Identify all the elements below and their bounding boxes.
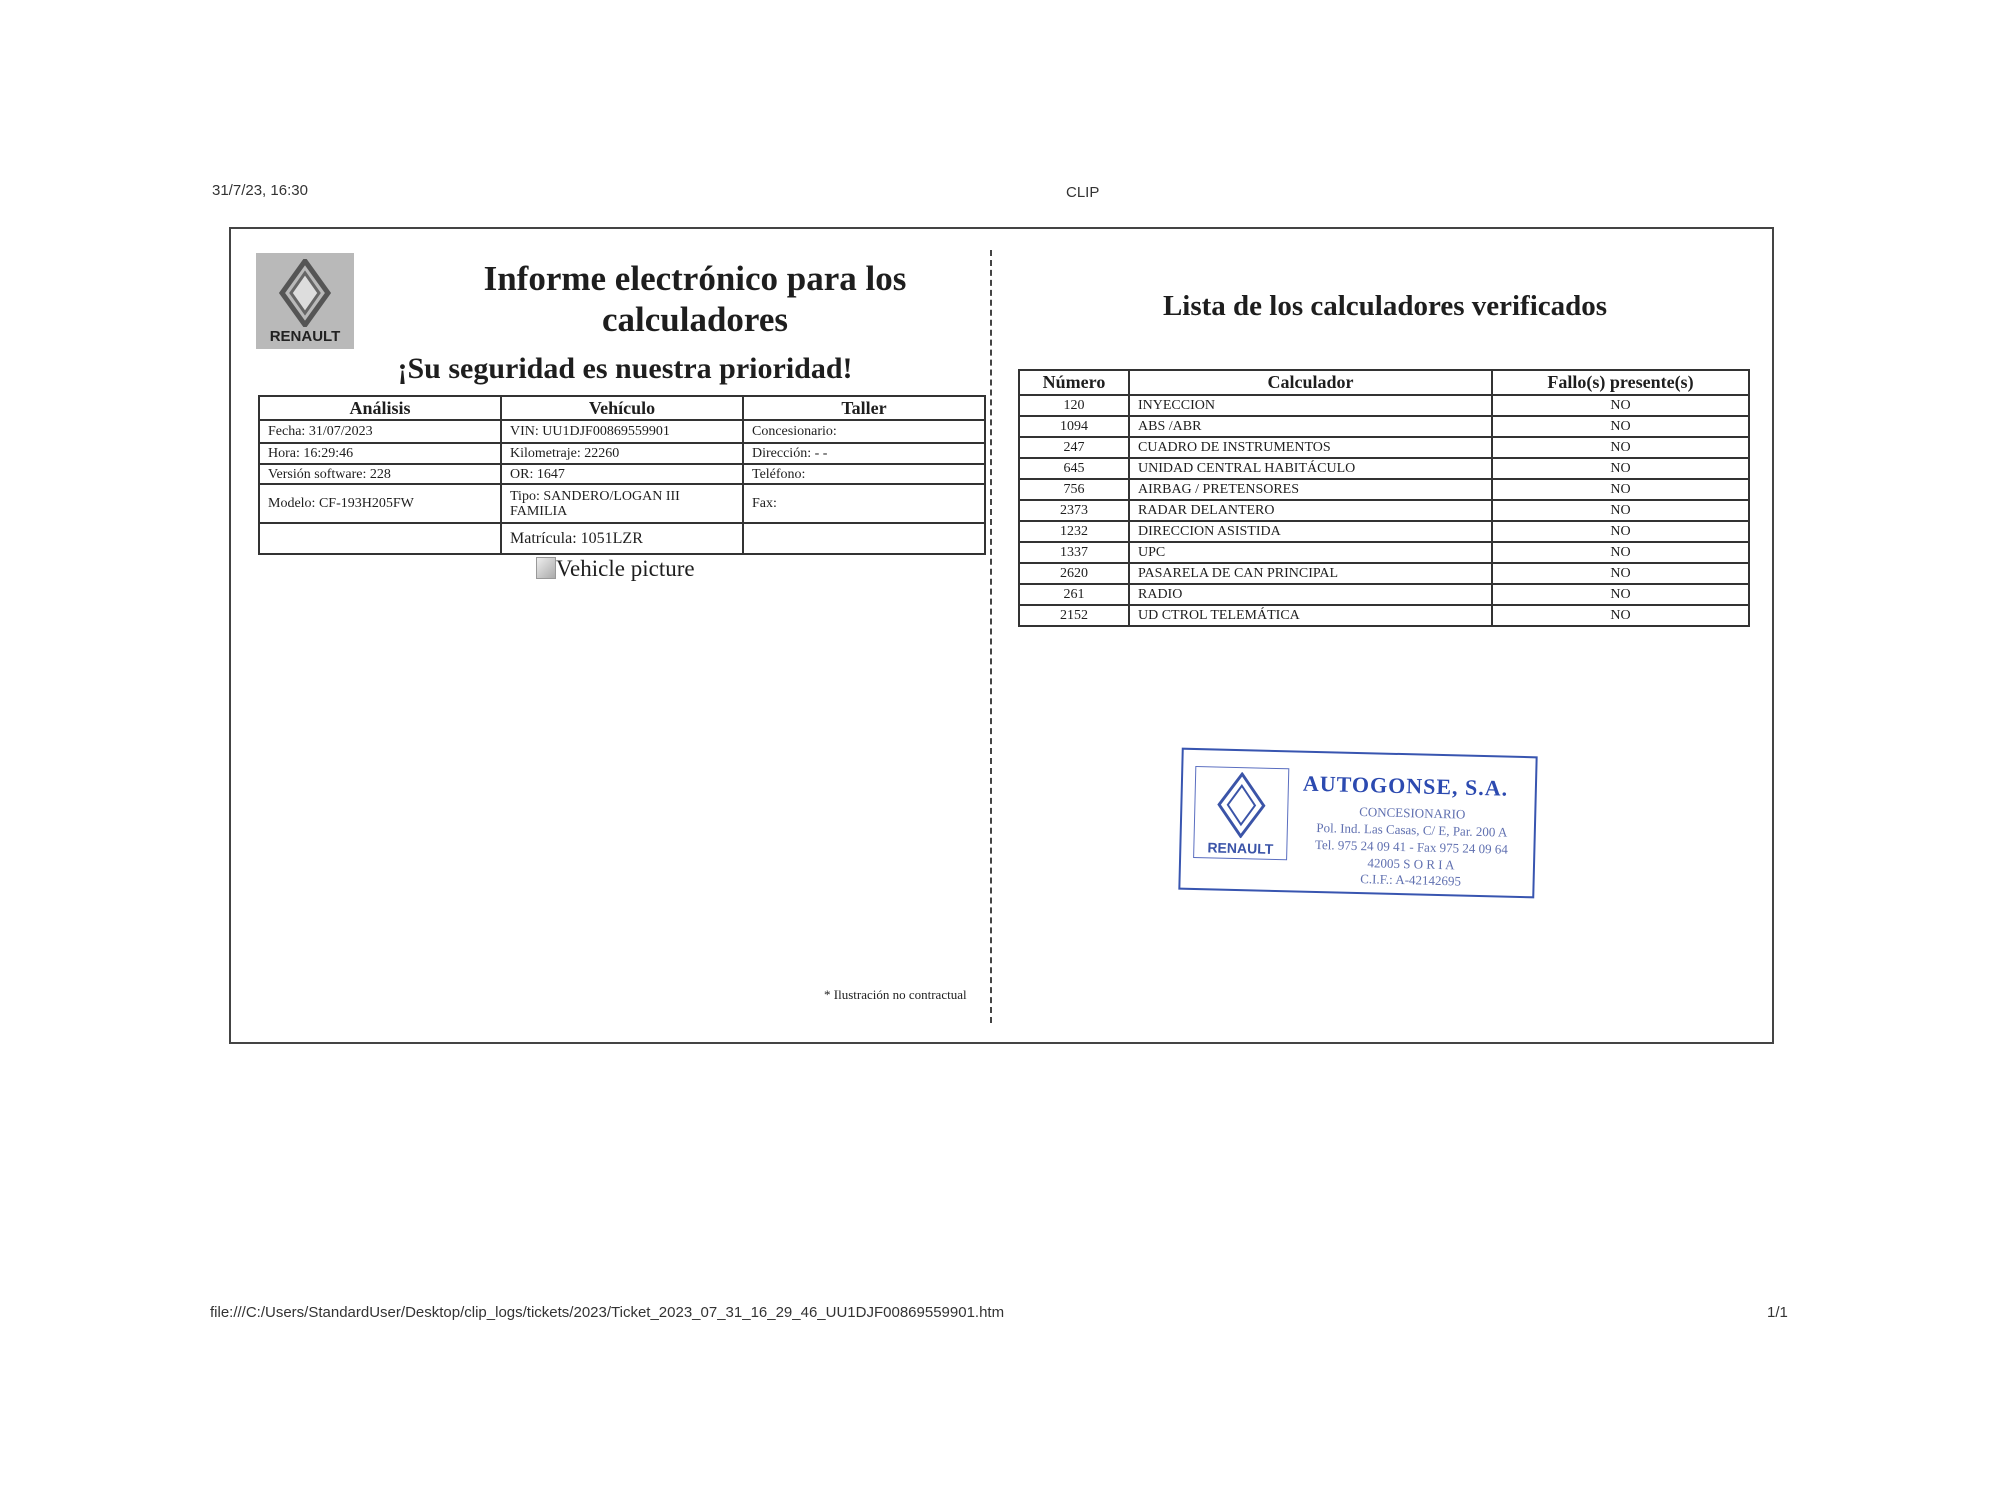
cell-fallo: NO: [1491, 583, 1750, 606]
cell: Modelo: CF-193H205FW: [258, 483, 502, 524]
cell-calculador: PASARELA DE CAN PRINCIPAL: [1128, 562, 1493, 585]
report-title: Informe electrónico para los calculadore…: [483, 259, 907, 339]
cell: Fax:: [742, 483, 986, 524]
cell: Kilometraje: 22260: [500, 442, 744, 465]
calculators-title: Lista de los calculadores verificados: [1162, 290, 1608, 322]
table-row: 2373 RADAR DELANTERO NO: [1018, 499, 1750, 522]
cell-fallo: NO: [1491, 541, 1750, 564]
cell-calculador: INYECCION: [1128, 394, 1493, 417]
vehicle-picture: Vehicle picture: [536, 556, 695, 582]
cell-fallo: NO: [1491, 394, 1750, 417]
cell-fallo: NO: [1491, 499, 1750, 522]
table-row: 756 AIRBAG / PRETENSORES NO: [1018, 478, 1750, 501]
cell-numero: 2620: [1018, 562, 1130, 585]
stamp-renault-logo: RENAULT: [1193, 766, 1290, 861]
table-row: Fecha: 31/07/2023 VIN: UU1DJF00869559901…: [258, 419, 986, 444]
broken-image-icon: [536, 557, 556, 579]
cell-fallo: NO: [1491, 415, 1750, 438]
cell-calculador: AIRBAG / PRETENSORES: [1128, 478, 1493, 501]
table-row: 2620 PASARELA DE CAN PRINCIPAL NO: [1018, 562, 1750, 585]
cell-numero: 756: [1018, 478, 1130, 501]
cell-calculador: CUADRO DE INSTRUMENTOS: [1128, 436, 1493, 459]
table-row: Modelo: CF-193H205FW Tipo: SANDERO/LOGAN…: [258, 483, 986, 524]
report-subtitle: ¡Su seguridad es nuestra prioridad!: [397, 352, 853, 385]
cell-calculador: RADIO: [1128, 583, 1493, 606]
cell: Tipo: SANDERO/LOGAN III FAMILIA: [500, 483, 744, 524]
cell-numero: 1232: [1018, 520, 1130, 543]
cell: [258, 522, 502, 555]
cell-numero: 1337: [1018, 541, 1130, 564]
header-calculador: Calculador: [1128, 369, 1493, 396]
logo-text: RENAULT: [269, 328, 341, 345]
cell-numero: 2373: [1018, 499, 1130, 522]
header-vehiculo: Vehículo: [500, 395, 744, 421]
cell-fallo: NO: [1491, 457, 1750, 480]
footnote: * Ilustración no contractual: [824, 987, 967, 1002]
table-row: 1232 DIRECCION ASISTIDA NO: [1018, 520, 1750, 543]
table-row: 120 INYECCION NO: [1018, 394, 1750, 417]
table-header-row: Número Calculador Fallo(s) presente(s): [1018, 369, 1750, 396]
cell: Hora: 16:29:46: [258, 442, 502, 465]
table-row: 261 RADIO NO: [1018, 583, 1750, 606]
header-taller: Taller: [742, 395, 986, 421]
cell-calculador: DIRECCION ASISTIDA: [1128, 520, 1493, 543]
cell: OR: 1647: [500, 463, 744, 485]
cell-numero: 1094: [1018, 415, 1130, 438]
stamp-name: AUTOGONSE, S.A.: [1302, 770, 1509, 801]
table-row: Hora: 16:29:46 Kilometraje: 22260 Direcc…: [258, 442, 986, 465]
print-datetime: 31/7/23, 16:30: [212, 182, 308, 199]
cell: Dirección: - -: [742, 442, 986, 465]
cell: Versión software: 228: [258, 463, 502, 485]
table-row: 2152 UD CTROL TELEMÁTICA NO: [1018, 604, 1750, 627]
cell: Matrícula: 1051LZR: [500, 522, 744, 555]
table-header-row: Análisis Vehículo Taller: [258, 395, 986, 421]
cell-calculador: RADAR DELANTERO: [1128, 499, 1493, 522]
cell-numero: 2152: [1018, 604, 1130, 627]
cell-fallo: NO: [1491, 520, 1750, 543]
print-file-path: file:///C:/Users/StandardUser/Desktop/cl…: [210, 1304, 1005, 1321]
header-analisis: Análisis: [258, 395, 502, 421]
cell-fallo: NO: [1491, 436, 1750, 459]
cell-fallo: NO: [1491, 562, 1750, 585]
cell-calculador: ABS /ABR: [1128, 415, 1493, 438]
dashed-divider: [990, 250, 992, 1023]
cell-numero: 120: [1018, 394, 1130, 417]
cell: Fecha: 31/07/2023: [258, 419, 502, 444]
cell-numero: 261: [1018, 583, 1130, 606]
report-frame: [229, 227, 1774, 1044]
cell-calculador: UPC: [1128, 541, 1493, 564]
table-row: 645 UNIDAD CENTRAL HABITÁCULO NO: [1018, 457, 1750, 480]
table-row: 1337 UPC NO: [1018, 541, 1750, 564]
print-page-number: 1/1: [1767, 1304, 1788, 1321]
cell-fallo: NO: [1491, 478, 1750, 501]
table-row: 247 CUADRO DE INSTRUMENTOS NO: [1018, 436, 1750, 459]
print-title: CLIP: [1066, 184, 1100, 201]
cell-numero: 247: [1018, 436, 1130, 459]
header-fallos: Fallo(s) presente(s): [1491, 369, 1750, 396]
vehicle-picture-alt: Vehicle picture: [556, 556, 695, 581]
table-row: Versión software: 228 OR: 1647 Teléfono:: [258, 463, 986, 485]
table-row: 1094 ABS /ABR NO: [1018, 415, 1750, 438]
stamp-logo-text: RENAULT: [1207, 839, 1274, 857]
cell: Teléfono:: [742, 463, 986, 485]
renault-diamond-icon: [1217, 771, 1266, 839]
header-numero: Número: [1018, 369, 1130, 396]
cell-numero: 645: [1018, 457, 1130, 480]
cell-calculador: UNIDAD CENTRAL HABITÁCULO: [1128, 457, 1493, 480]
cell-fallo: NO: [1491, 604, 1750, 627]
info-table: Análisis Vehículo Taller Fecha: 31/07/20…: [258, 395, 986, 555]
table-row: Matrícula: 1051LZR: [258, 522, 986, 555]
cell-calculador: UD CTROL TELEMÁTICA: [1128, 604, 1493, 627]
cell: VIN: UU1DJF00869559901: [500, 419, 744, 444]
renault-logo: RENAULT: [256, 253, 354, 349]
dealer-stamp: RENAULT AUTOGONSE, S.A. CONCESIONARIO Po…: [1178, 747, 1538, 899]
renault-diamond-icon: [278, 259, 332, 327]
cell: Concesionario:: [742, 419, 986, 444]
calculators-table: Número Calculador Fallo(s) presente(s) 1…: [1018, 369, 1750, 627]
cell: [742, 522, 986, 555]
